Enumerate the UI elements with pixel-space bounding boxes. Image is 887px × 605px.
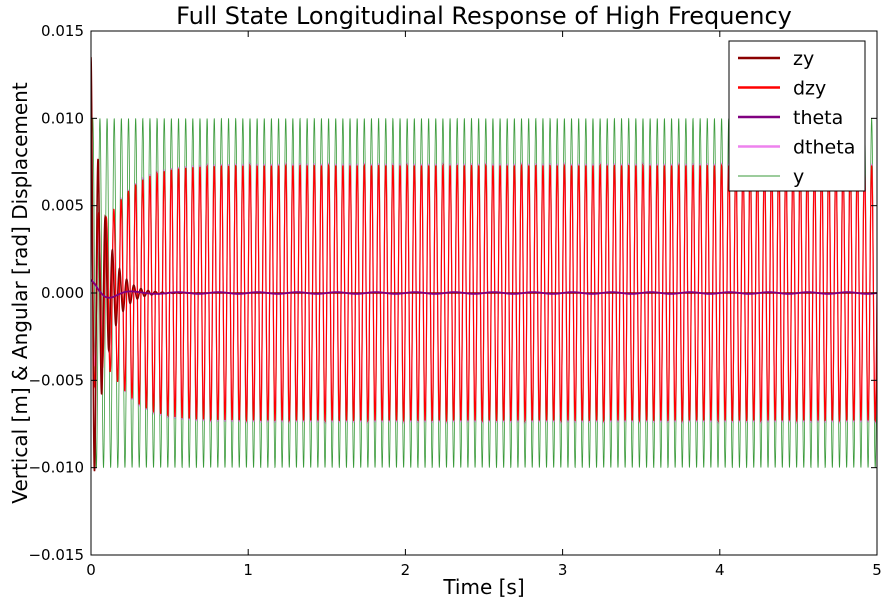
y-tick-label: 0.000 — [41, 284, 84, 302]
x-axis-label: Time [s] — [442, 575, 524, 599]
y-tick-label: −0.015 — [28, 546, 84, 564]
legend-label-zy: zy — [793, 48, 814, 70]
legend: zy dzy theta dtheta y — [728, 40, 866, 192]
x-tick-label: 0 — [86, 561, 96, 579]
y-tick-label: 0.005 — [41, 197, 84, 215]
x-tick-label: 3 — [558, 561, 568, 579]
x-tick-label: 1 — [243, 561, 253, 579]
legend-label-dzy: dzy — [793, 78, 826, 100]
x-tick-label: 4 — [715, 561, 725, 579]
ticks-layer: 0 1 2 3 4 5 −0.015 −0.010 −0.005 0.000 0.005 0.010 0… — [28, 22, 881, 579]
y-axis-label: Vertical [m] & Angular [rad] Displacemen… — [8, 82, 32, 504]
series-line-theta — [91, 279, 877, 299]
x-tick-label: 5 — [872, 561, 882, 579]
legend-label-dtheta: dtheta — [793, 137, 855, 159]
chart-title: Full State Longitudinal Response of High… — [176, 2, 792, 30]
y-tick-label: 0.015 — [41, 22, 84, 40]
y-tick-label: −0.005 — [28, 371, 84, 389]
y-tick-label: −0.010 — [28, 459, 84, 477]
legend-label-y: y — [793, 166, 804, 188]
x-tick-label: 2 — [401, 561, 411, 579]
series-layer — [91, 57, 877, 472]
legend-label-theta: theta — [793, 107, 843, 129]
y-tick-label: 0.010 — [41, 109, 84, 127]
